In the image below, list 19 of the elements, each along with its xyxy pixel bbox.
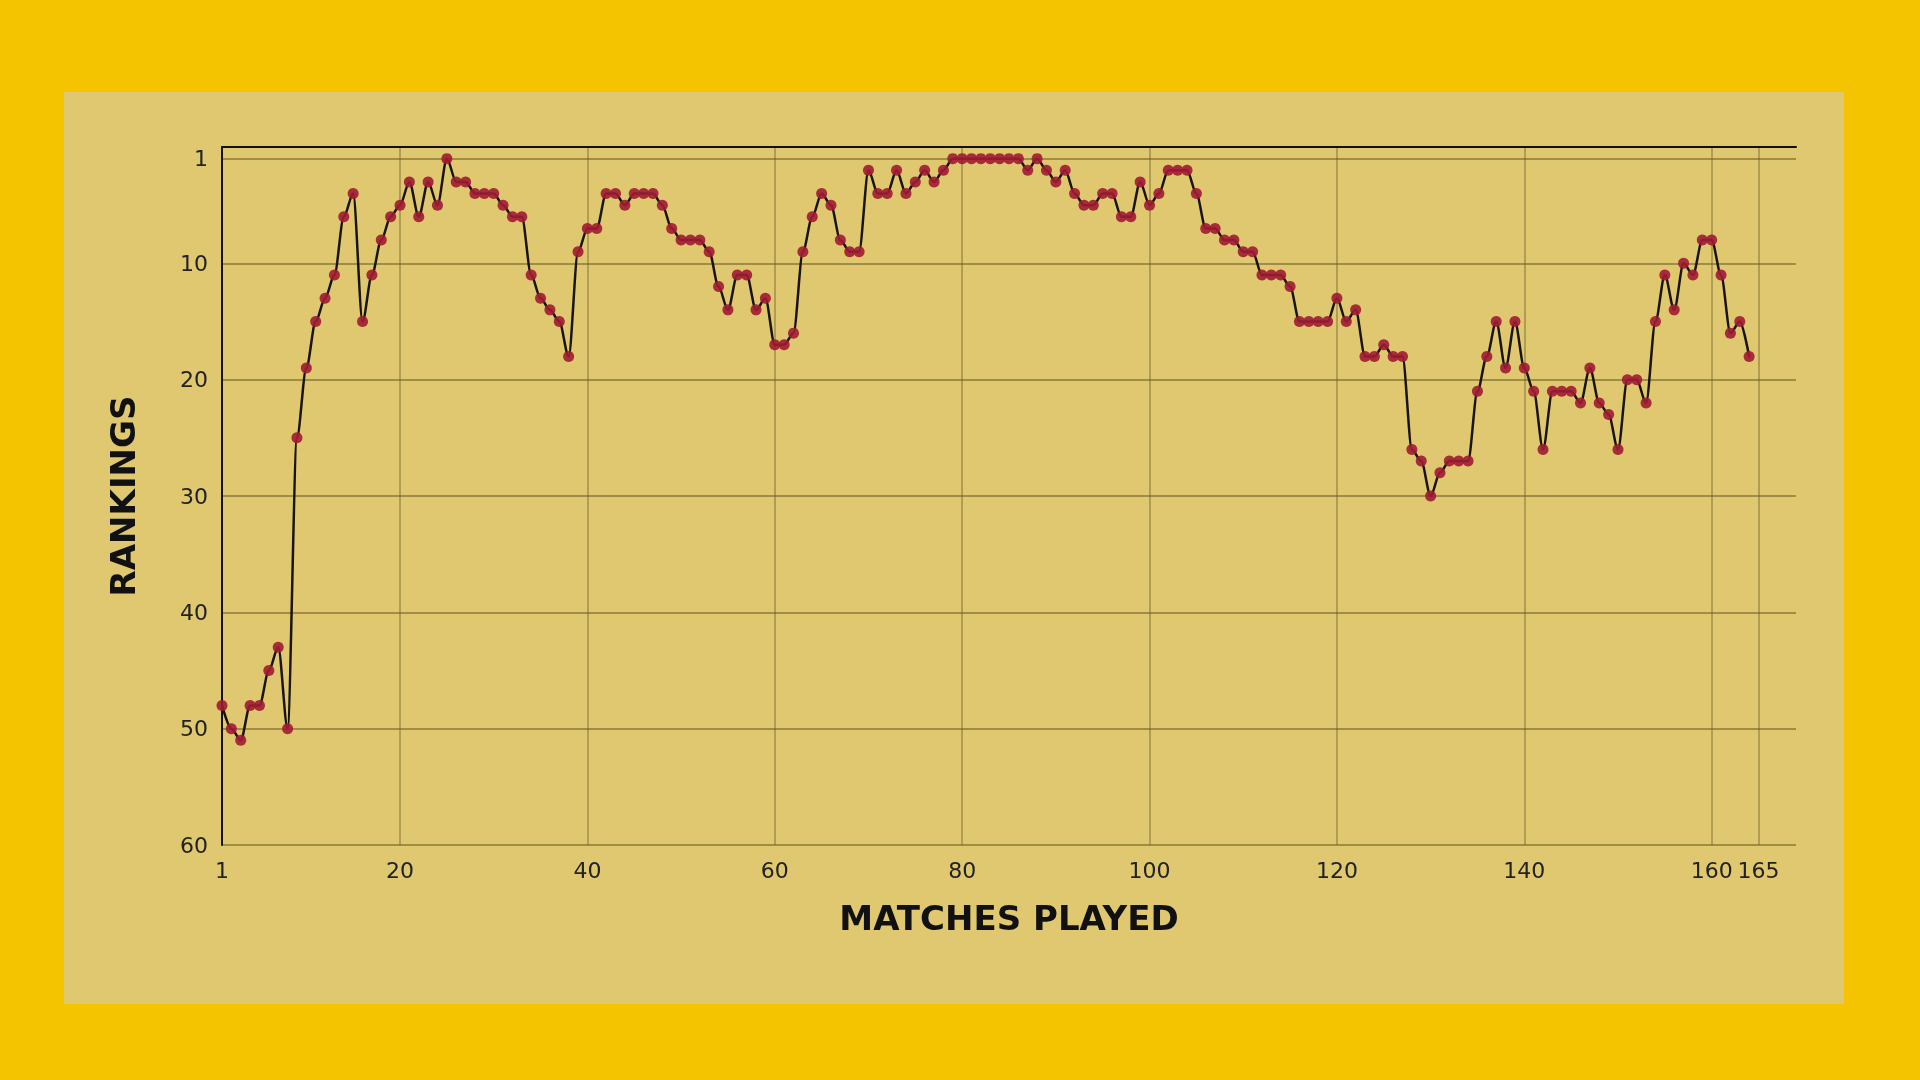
- x-tick-label: 160: [1690, 857, 1733, 883]
- y-tick-label: 10: [180, 250, 208, 276]
- x-tick-label: 1: [215, 857, 229, 883]
- x-tick-label: 20: [386, 857, 415, 883]
- y-tick-label: 40: [180, 599, 208, 625]
- y-tick-label: 30: [180, 483, 208, 509]
- y-tick-label: 1: [194, 146, 208, 172]
- x-tick-label: 60: [760, 857, 789, 883]
- x-tick-label: 80: [948, 857, 977, 883]
- x-tick-label: 165: [1737, 857, 1780, 883]
- x-tick-label: 140: [1503, 857, 1546, 883]
- x-axis-title: MATCHES PLAYED: [839, 898, 1179, 938]
- x-tick-label: 40: [573, 857, 602, 883]
- y-tick-label: 20: [180, 367, 208, 393]
- x-tick-label: 100: [1128, 857, 1171, 883]
- y-tick-label: 60: [180, 832, 208, 858]
- y-tick-label: 50: [180, 716, 208, 742]
- x-tick-label: 120: [1315, 857, 1358, 883]
- y-axis-title: RANKINGS: [103, 395, 143, 597]
